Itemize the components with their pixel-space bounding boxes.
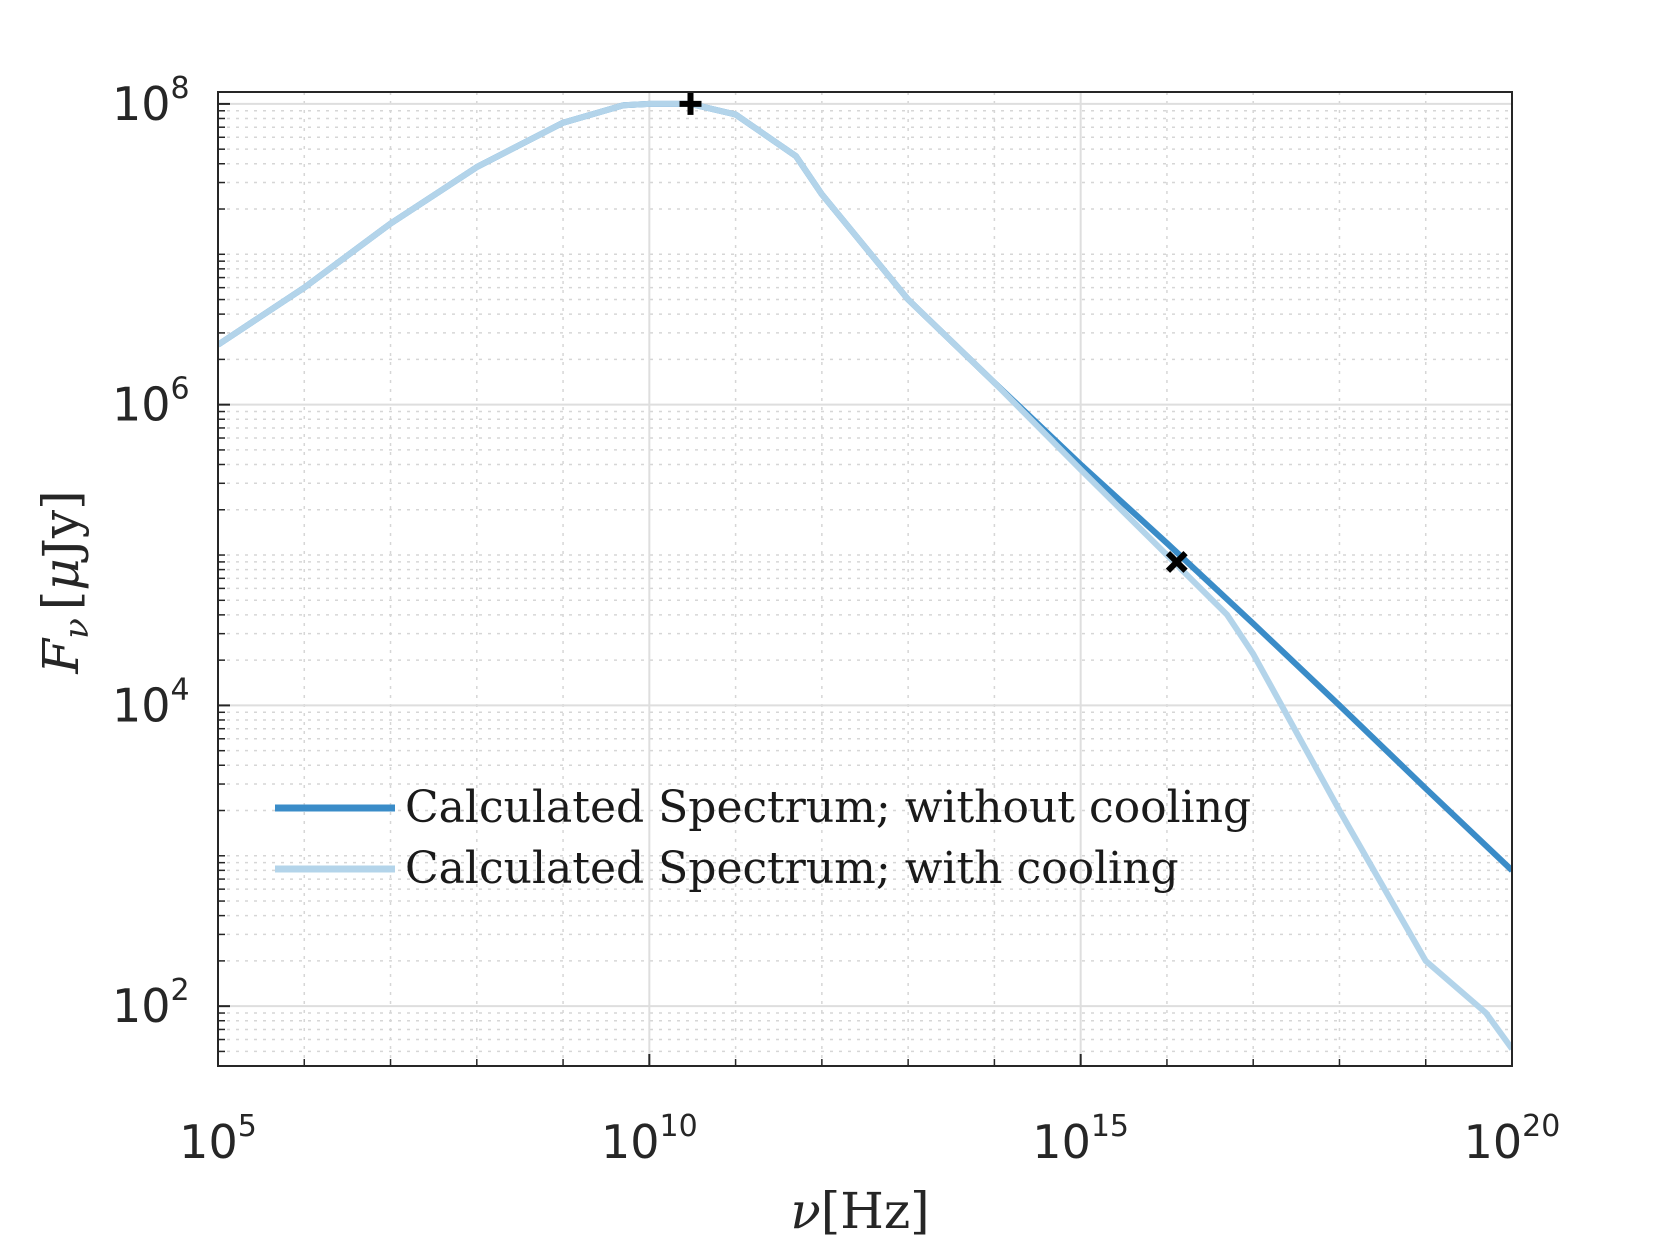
x-tick-label-base: 10 bbox=[1032, 1115, 1091, 1169]
x-tick-label-exponent: 5 bbox=[238, 1109, 257, 1144]
series-layer bbox=[218, 100, 1512, 1051]
legend-label-without-cooling: Calculated Spectrum; without cooling bbox=[405, 782, 1251, 833]
y-tick-label: 104 bbox=[112, 672, 190, 732]
y-axis-label-subscript: ν bbox=[57, 618, 97, 639]
x-tick-label: 1010 bbox=[601, 1109, 698, 1169]
x-tick-labels: 105 1010 1015 1020 bbox=[179, 1109, 1560, 1169]
y-tick-label-base: 10 bbox=[112, 77, 171, 131]
x-tick-label: 1015 bbox=[1032, 1109, 1129, 1169]
y-tick-label-base: 10 bbox=[112, 678, 171, 732]
minor-grid bbox=[218, 92, 1512, 1067]
y-tick-label-exponent: 4 bbox=[171, 672, 190, 707]
x-tick-label: 105 bbox=[179, 1109, 257, 1169]
y-tick-label-exponent: 8 bbox=[171, 71, 190, 106]
y-axis-label-unit-rest: Jy] bbox=[32, 490, 90, 563]
x-tick-label-exponent: 10 bbox=[660, 1109, 698, 1144]
series-line-with-cooling bbox=[218, 100, 1512, 1051]
y-tick-label-base: 10 bbox=[112, 979, 171, 1033]
y-axis-label: Fν [μJy] bbox=[32, 490, 97, 674]
x-tick-label: 1020 bbox=[1464, 1109, 1561, 1169]
y-tick-label-exponent: 2 bbox=[171, 973, 190, 1008]
x-axis-label-unit: [Hz] bbox=[821, 1182, 930, 1240]
marker-cross bbox=[1165, 550, 1188, 573]
x-tick-label-exponent: 15 bbox=[1091, 1109, 1129, 1144]
x-axis-label-symbol: ν bbox=[790, 1182, 820, 1240]
legend-label-with-cooling: Calculated Spectrum; with cooling bbox=[405, 843, 1179, 894]
legend: Calculated Spectrum; without cooling Cal… bbox=[275, 782, 1251, 894]
marker-layer bbox=[679, 92, 1188, 573]
y-axis-label-unit-open: [ bbox=[32, 591, 90, 611]
marker-cross-b bbox=[1165, 550, 1188, 573]
marker-plus bbox=[679, 92, 702, 115]
x-tick-label-base: 10 bbox=[179, 1115, 238, 1169]
x-tick-label-exponent: 20 bbox=[1522, 1109, 1560, 1144]
y-tick-label-exponent: 6 bbox=[171, 372, 190, 407]
y-axis-label-symbol: F bbox=[32, 637, 90, 675]
y-axis-label-unit-mu: μ bbox=[32, 558, 90, 591]
y-tick-label: 108 bbox=[112, 71, 190, 131]
x-axis-label: ν[Hz] bbox=[790, 1182, 929, 1240]
y-tick-label: 102 bbox=[112, 973, 190, 1033]
x-tick-label-base: 10 bbox=[601, 1115, 660, 1169]
axis-ticks bbox=[217, 102, 1513, 1067]
y-tick-label: 106 bbox=[112, 372, 190, 432]
x-tick-label-base: 10 bbox=[1464, 1115, 1523, 1169]
y-tick-label-base: 10 bbox=[112, 378, 171, 432]
